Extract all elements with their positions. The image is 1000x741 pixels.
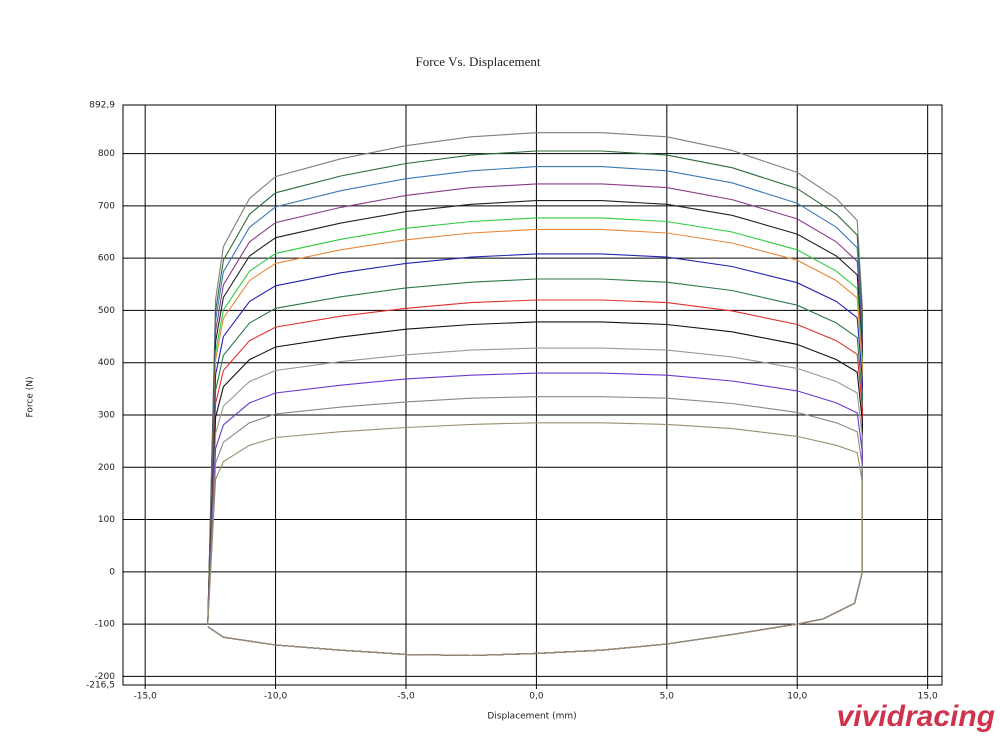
series-line [207, 217, 863, 657]
y-tick-label: 300 [98, 410, 115, 420]
y-tick-label: -216,5 [86, 681, 115, 691]
series-line [207, 347, 863, 657]
y-tick-label: 100 [98, 515, 115, 525]
x-axis-label: Displacement (mm) [487, 712, 576, 722]
series-line [207, 150, 863, 657]
y-tick-label: 892,9 [89, 101, 115, 111]
y-tick-label: 500 [98, 306, 115, 316]
series-line [207, 253, 863, 657]
x-tick-label: -5,0 [397, 692, 415, 702]
watermark: vividracing [837, 700, 995, 733]
y-axis-label: Force (N) [26, 377, 36, 418]
series-line [207, 422, 863, 657]
y-tick-label: 800 [98, 149, 115, 159]
x-tick-label: 15,0 [918, 692, 938, 702]
x-tick-label: -10,0 [264, 692, 288, 702]
plot-border [122, 104, 943, 686]
x-tick-label: -15,0 [134, 692, 158, 702]
series-line [207, 321, 863, 657]
series-line [207, 200, 863, 657]
y-tick-label: 0 [109, 567, 115, 577]
series-line [207, 228, 863, 657]
y-tick-label: 700 [98, 201, 115, 211]
x-tick-label: 0,0 [529, 692, 544, 702]
series-line [207, 183, 863, 657]
y-tick-label: 200 [98, 463, 115, 473]
y-tick-label: -200 [95, 672, 116, 682]
x-tick-label: 10,0 [787, 692, 807, 702]
x-tick-label: 5,0 [660, 692, 675, 702]
series-line [207, 132, 863, 657]
series-line [207, 396, 863, 657]
y-tick-label: 600 [98, 254, 115, 264]
y-tick-label: -100 [95, 620, 116, 630]
series-line [207, 299, 863, 657]
chart-title: Force Vs. Displacement [415, 54, 540, 69]
y-tick-label: 400 [98, 358, 115, 368]
